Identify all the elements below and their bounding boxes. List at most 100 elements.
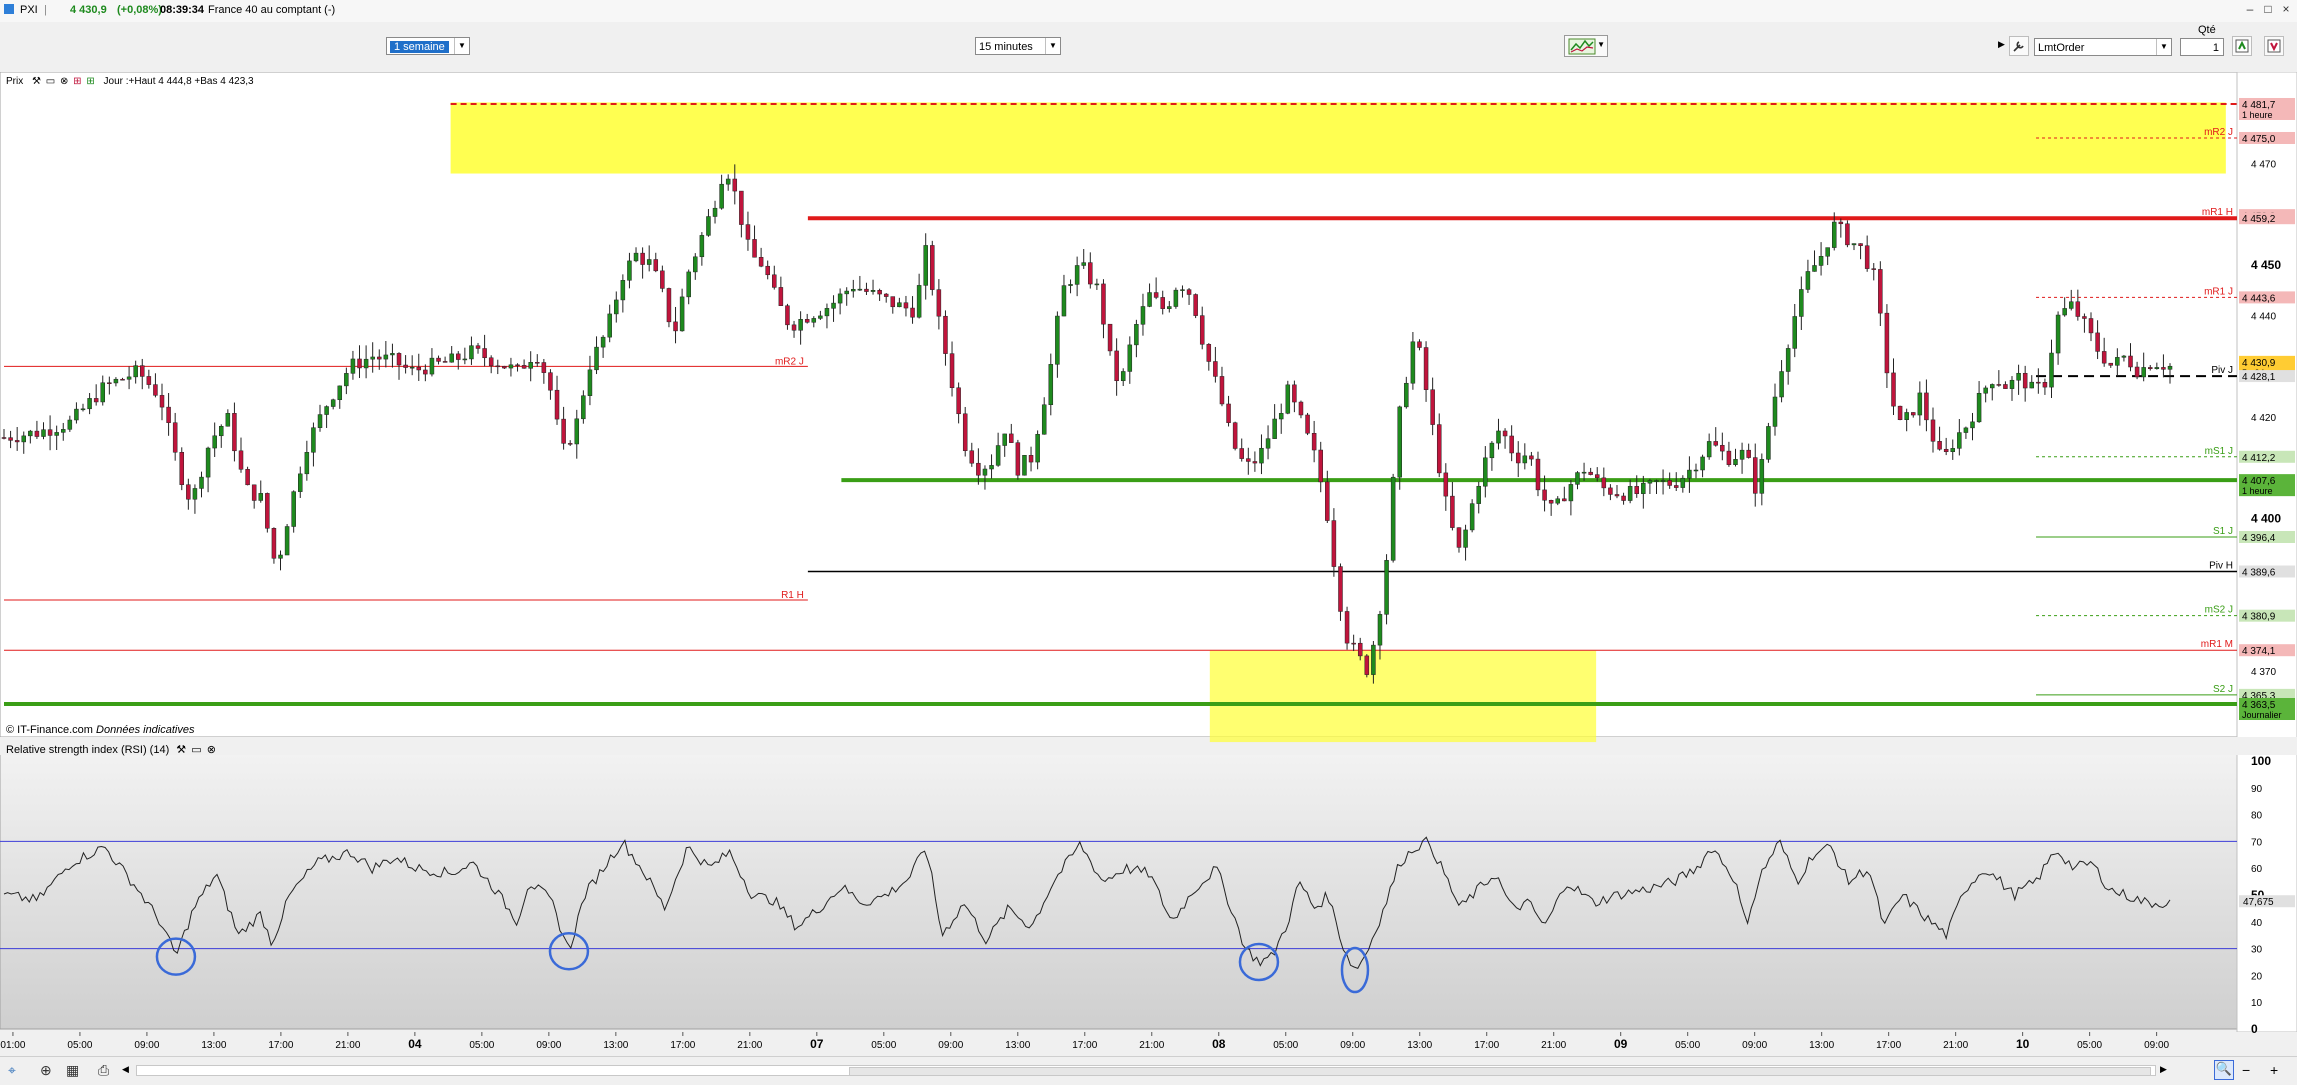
zoom-fit-icon[interactable]: 🔍 — [2214, 1060, 2234, 1080]
candle — [1338, 566, 1343, 612]
copyright-source: © IT-Finance.com — [6, 724, 93, 736]
close-icon[interactable]: ⊗ — [60, 76, 69, 87]
add-overlay-icon[interactable]: ⊞ — [86, 76, 95, 87]
close-icon[interactable]: ⊗ — [206, 744, 216, 756]
candle — [456, 353, 461, 360]
candle — [1443, 472, 1449, 497]
candle — [34, 430, 40, 437]
candle — [1193, 294, 1198, 316]
candle — [2055, 314, 2061, 354]
crosshair-tool-icon[interactable]: ⊕ — [40, 1062, 52, 1078]
candle — [1845, 223, 1850, 246]
scroll-left-icon[interactable]: ◀ — [122, 1064, 129, 1074]
chevron-down-icon: ▼ — [1597, 40, 1605, 49]
candle — [1173, 289, 1179, 307]
candle — [778, 287, 784, 306]
candle — [1706, 441, 1712, 458]
highlight-zone — [450, 102, 2226, 174]
candle — [1838, 221, 1844, 225]
settings-wrench-button[interactable] — [2009, 36, 2029, 56]
candle — [791, 324, 797, 331]
candle — [28, 430, 33, 437]
candle — [74, 408, 79, 421]
candle — [930, 245, 935, 290]
order-type-select[interactable]: LmtOrder ▼ — [2034, 38, 2172, 56]
candle — [1891, 372, 1896, 407]
horizontal-scrollbar[interactable] — [136, 1065, 2156, 1076]
candle — [989, 465, 994, 470]
candle — [962, 413, 968, 451]
candle — [1529, 455, 1534, 460]
wrench-icon[interactable]: ⚒ — [32, 76, 41, 87]
restore-button[interactable]: □ — [2264, 2, 2272, 16]
table-tool-icon[interactable]: ▦ — [66, 1062, 80, 1078]
rsi-y-tick-label: 100 — [2251, 754, 2271, 768]
axis-price-sublabel: Journalier — [2242, 710, 2282, 720]
candle — [2121, 355, 2127, 358]
candle — [1739, 449, 1745, 460]
collapse-arrow-icon[interactable]: ▶ — [1998, 39, 2005, 49]
price-panel-bg — [0, 72, 2238, 738]
close-button[interactable]: × — [2282, 2, 2290, 16]
interval-select[interactable]: 15 minutes ▼ — [975, 37, 1061, 55]
axis-price-box — [2239, 212, 2295, 225]
x-tick-label: 09 — [1614, 1037, 1628, 1051]
candle — [1357, 642, 1363, 657]
candle — [475, 345, 481, 349]
level-tag: S1 J — [2213, 526, 2233, 537]
candle — [614, 299, 619, 315]
sell-button[interactable] — [2264, 36, 2284, 56]
period-value: 1 semaine — [390, 41, 449, 53]
candle — [1246, 458, 1251, 462]
candle — [1028, 455, 1034, 463]
export-tool-icon[interactable]: ⎙ — [98, 1062, 110, 1078]
candle — [1746, 449, 1751, 458]
cursor-tool-icon[interactable]: ⌖ — [8, 1062, 16, 1078]
candle — [686, 271, 691, 298]
minimize-button[interactable]: – — [2246, 2, 2254, 16]
qty-input[interactable]: 1 — [2180, 38, 2224, 56]
buy-button[interactable] — [2232, 36, 2252, 56]
level-tag: mR1 M — [2201, 639, 2233, 650]
candle — [561, 418, 566, 444]
candle — [1055, 315, 1060, 365]
chart-type-button[interactable]: ▼ — [1564, 35, 1608, 57]
level-tag: mR2 J — [2204, 127, 2233, 138]
candle — [824, 308, 830, 317]
price-panel-title: Prix — [6, 76, 24, 87]
y-axis-bg — [2236, 72, 2297, 1033]
window-icon[interactable]: ▭ — [45, 76, 56, 87]
candle — [1864, 245, 1870, 269]
candle — [976, 462, 981, 476]
add-indicator-icon[interactable]: ⊞ — [73, 76, 82, 87]
period-select[interactable]: 1 semaine ▼ — [386, 37, 470, 55]
wrench-icon[interactable]: ⚒ — [176, 744, 187, 756]
x-tick-label: 09:00 — [2144, 1040, 2169, 1051]
candle — [245, 469, 250, 486]
candle — [80, 408, 86, 411]
rsi-line — [3, 836, 2171, 970]
candle — [633, 252, 639, 262]
zoom-out-icon[interactable]: − — [2242, 1062, 2251, 1078]
candle — [1502, 430, 1508, 437]
candle — [1397, 406, 1402, 478]
candle — [2141, 367, 2146, 378]
window-icon[interactable]: ▭ — [191, 744, 202, 756]
candle — [462, 358, 468, 361]
scroll-right-icon[interactable]: ▶ — [2160, 1064, 2167, 1074]
candle — [1654, 480, 1659, 482]
chevron-down-icon: ▼ — [1045, 38, 1060, 54]
candle — [1259, 447, 1264, 464]
candle — [2082, 316, 2087, 319]
candle — [1298, 401, 1304, 416]
axis-price-sublabel: 1 heure — [2242, 486, 2273, 496]
candle — [725, 178, 731, 185]
candle — [330, 399, 336, 407]
scrollbar-thumb[interactable] — [849, 1067, 2151, 1076]
candle — [1831, 221, 1837, 248]
zoom-in-icon[interactable]: + — [2270, 1062, 2279, 1078]
candle — [653, 259, 659, 272]
candle — [2075, 301, 2081, 317]
